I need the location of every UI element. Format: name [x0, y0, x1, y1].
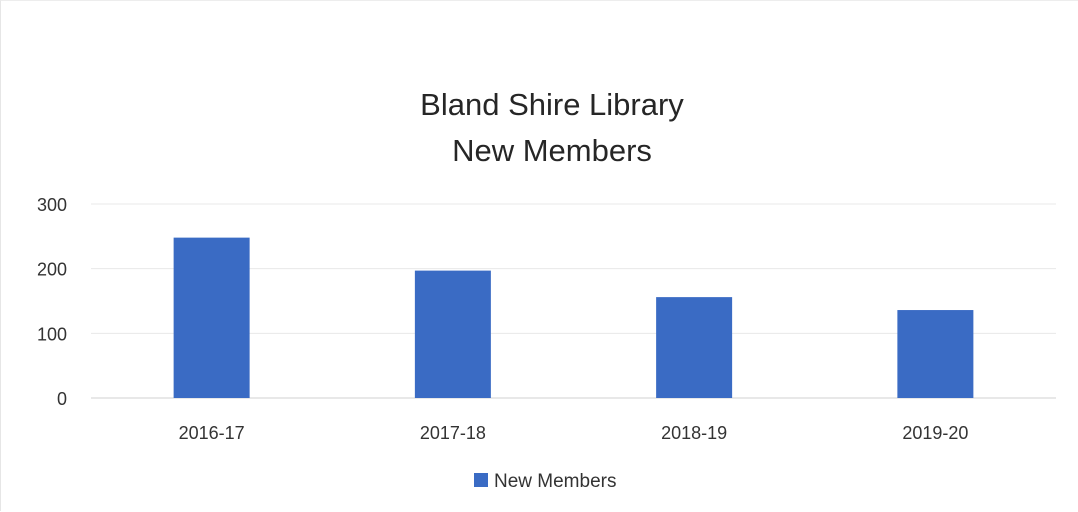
bar-2019-20	[897, 310, 974, 398]
bar-2018-19	[656, 297, 733, 398]
x-tick-label: 2018-19	[661, 423, 727, 443]
x-axis-ticks: 2016-17 2017-18 2018-19 2019-20	[179, 423, 969, 443]
legend: New Members	[474, 471, 616, 492]
gridlines	[91, 203, 1056, 399]
legend-swatch	[474, 473, 488, 487]
legend-label: New Members	[494, 471, 616, 492]
y-tick-label: 0	[57, 389, 67, 409]
y-tick-label: 100	[37, 324, 67, 344]
chart-title-line-1: Bland Shire Library	[420, 87, 684, 122]
bar-2016-17	[173, 237, 250, 398]
y-tick-label: 200	[37, 260, 67, 280]
bars	[173, 237, 974, 398]
y-axis-ticks: 0 100 200 300	[37, 195, 67, 409]
x-tick-label: 2016-17	[179, 423, 245, 443]
x-tick-label: 2019-20	[902, 423, 968, 443]
x-tick-label: 2017-18	[420, 423, 486, 443]
chart-title-line-2: New Members	[452, 133, 652, 168]
bar-2017-18	[414, 270, 491, 398]
y-tick-label: 300	[37, 195, 67, 215]
